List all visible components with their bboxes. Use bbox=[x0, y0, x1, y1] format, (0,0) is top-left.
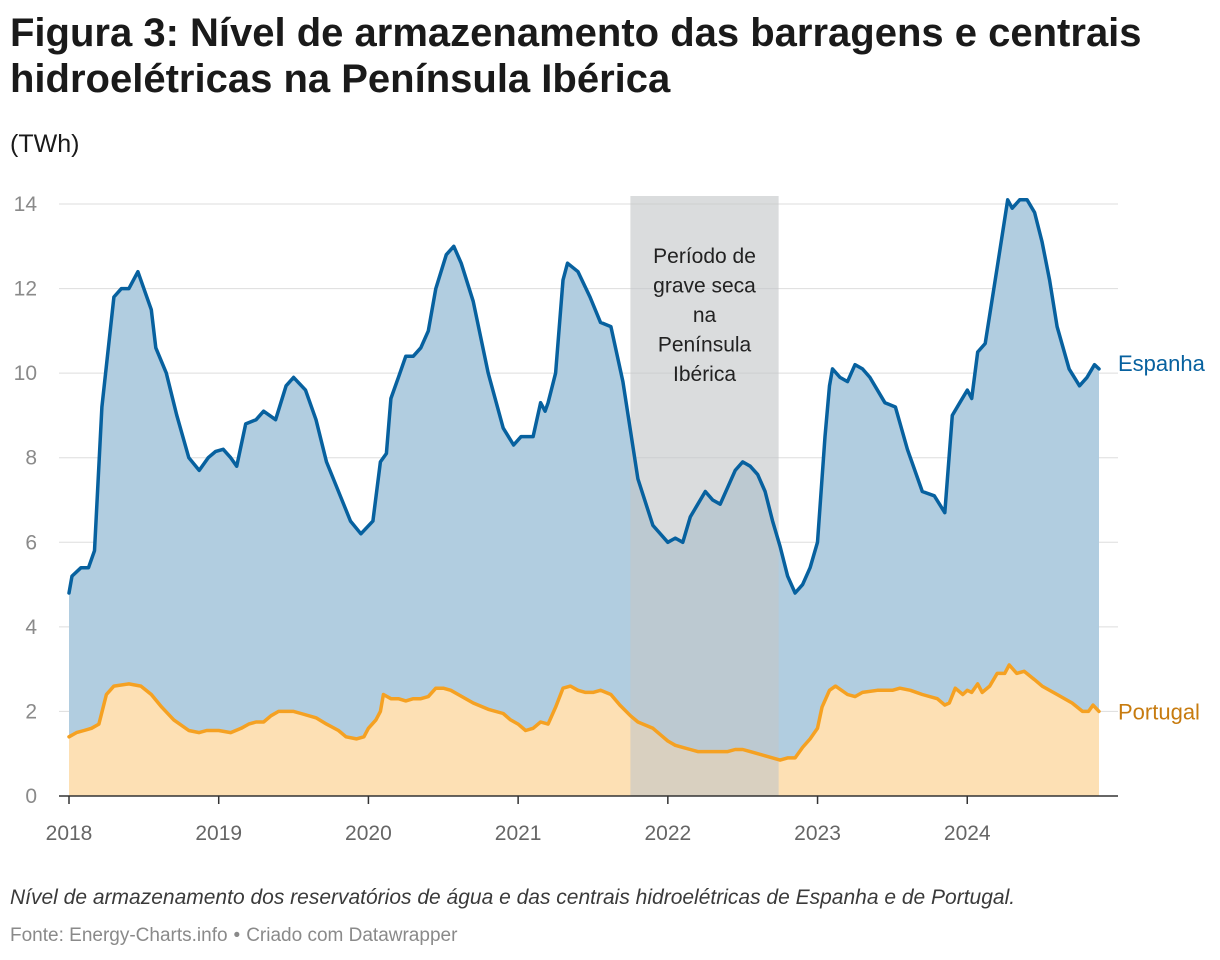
y-tick-label: 10 bbox=[14, 362, 37, 385]
y-tick-label: 4 bbox=[25, 616, 37, 639]
espanha-area bbox=[69, 199, 1099, 797]
x-tick-label: 2020 bbox=[345, 822, 392, 845]
series-areas bbox=[69, 199, 1099, 797]
y-tick-label: 0 bbox=[25, 785, 37, 808]
series-lines bbox=[67, 198, 1101, 762]
portugal-label: Portugal bbox=[1118, 699, 1200, 724]
espanha-label: Espanha bbox=[1118, 351, 1206, 376]
drought-annotation: Período de grave seca na Península Ibérica bbox=[653, 245, 756, 386]
drought-label-line: Ibérica bbox=[673, 363, 736, 386]
axes: 0 2 4 6 8 10 12 14 2018 2019 2020 2021 2022 2023 2024 bbox=[14, 193, 1118, 845]
x-tick-label: 2023 bbox=[794, 822, 841, 845]
y-tick-label: 8 bbox=[25, 447, 37, 470]
source-text: Fonte: Energy-Charts.info bbox=[10, 925, 228, 946]
x-tick-label: 2024 bbox=[944, 822, 991, 845]
y-tick-label: 14 bbox=[14, 193, 38, 216]
x-tick-label: 2021 bbox=[495, 822, 542, 845]
y-tick-label: 6 bbox=[25, 531, 37, 554]
x-tick-label: 2018 bbox=[46, 822, 93, 845]
series-labels: Espanha Portugal bbox=[1118, 351, 1206, 725]
drought-label-line: Período de bbox=[653, 245, 756, 268]
source-separator: • bbox=[233, 925, 241, 946]
y-tick-label: 2 bbox=[25, 700, 37, 723]
chart-title: Figura 3: Nível de armazenamento das bar… bbox=[10, 11, 1142, 101]
y-tick-label: 12 bbox=[14, 278, 37, 301]
drought-label-line: na bbox=[693, 304, 717, 327]
unit-label: (TWh) bbox=[10, 130, 80, 158]
x-tick-label: 2019 bbox=[195, 822, 242, 845]
drought-label-line: grave seca bbox=[653, 275, 756, 298]
source-note: Fonte: Energy-Charts.info • Criado com Dat… bbox=[10, 925, 457, 947]
x-tick-label: 2022 bbox=[644, 822, 691, 845]
espanha-line bbox=[67, 198, 1101, 595]
credit-text: Criado com Datawrapper bbox=[246, 925, 458, 946]
drought-label-line: Península bbox=[658, 334, 752, 357]
portugal-area bbox=[69, 664, 1099, 796]
portugal-line bbox=[67, 663, 1101, 762]
chart-caption: Nível de armazenamento dos reservatórios… bbox=[10, 886, 1016, 909]
